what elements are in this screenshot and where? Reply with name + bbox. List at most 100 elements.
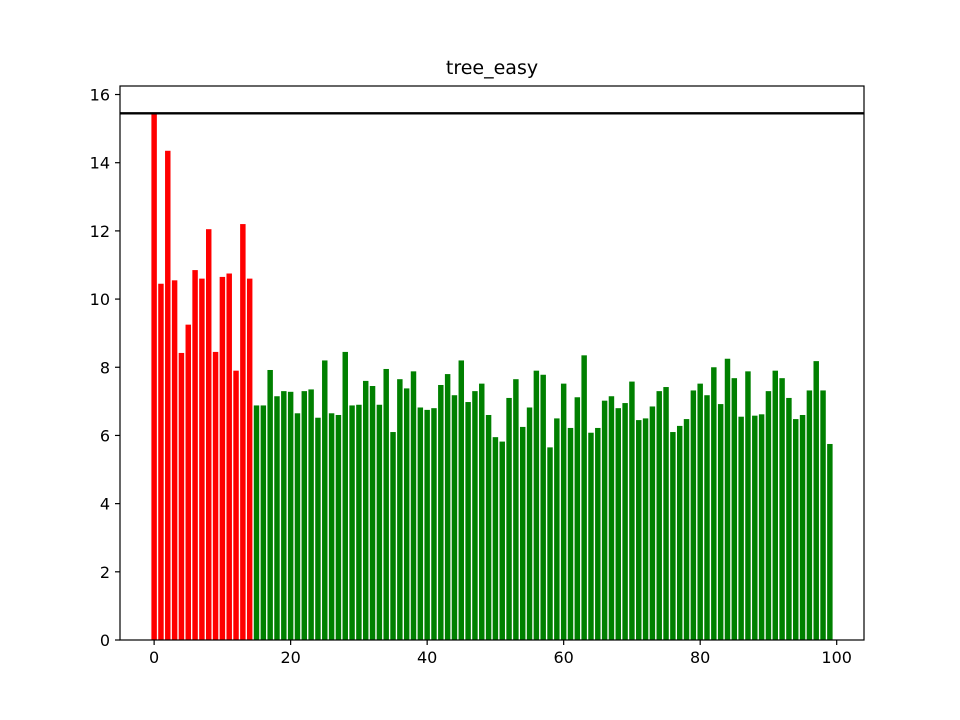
bar bbox=[758, 414, 765, 640]
bar bbox=[547, 447, 553, 640]
bar bbox=[690, 390, 697, 640]
bar bbox=[704, 395, 710, 640]
bar bbox=[670, 432, 676, 640]
bar bbox=[526, 407, 533, 640]
bar bbox=[581, 355, 587, 640]
bar bbox=[615, 408, 621, 640]
bar bbox=[601, 400, 608, 640]
bar bbox=[410, 371, 417, 640]
bar bbox=[820, 390, 826, 640]
bar bbox=[793, 419, 799, 640]
bar bbox=[465, 402, 471, 640]
bar bbox=[676, 425, 683, 640]
bar bbox=[492, 437, 499, 640]
bar bbox=[799, 414, 806, 640]
x-tick-label: 100 bbox=[821, 648, 852, 667]
bar bbox=[683, 419, 690, 640]
bar bbox=[519, 426, 526, 640]
bar bbox=[315, 417, 321, 640]
chart-title: tree_easy bbox=[446, 57, 538, 79]
bar bbox=[349, 405, 355, 640]
bar bbox=[738, 416, 744, 640]
bar bbox=[158, 283, 164, 640]
bar bbox=[560, 383, 567, 640]
bar bbox=[199, 278, 205, 640]
bar bbox=[745, 371, 751, 640]
y-axis-ticks: 0 2 4 6 8 10 12 14 16 bbox=[90, 86, 120, 650]
bar bbox=[369, 386, 376, 640]
bar bbox=[717, 404, 724, 640]
bar bbox=[588, 432, 594, 640]
bar bbox=[294, 413, 301, 640]
y-tick-label: 8 bbox=[100, 358, 110, 377]
y-tick-label: 6 bbox=[100, 426, 110, 445]
bar bbox=[813, 361, 819, 640]
bar bbox=[376, 404, 383, 640]
bar bbox=[253, 405, 260, 640]
bars-layer bbox=[151, 113, 833, 640]
bar bbox=[171, 280, 178, 640]
bar bbox=[622, 403, 628, 640]
bar bbox=[765, 391, 772, 640]
bar bbox=[322, 360, 328, 640]
bar bbox=[342, 351, 348, 640]
bar bbox=[287, 391, 294, 640]
y-tick-label: 4 bbox=[100, 495, 110, 514]
bar bbox=[417, 407, 424, 640]
bar bbox=[451, 395, 458, 640]
bar bbox=[267, 369, 273, 640]
x-tick-label: 80 bbox=[690, 648, 710, 667]
bar bbox=[151, 113, 157, 640]
bar bbox=[226, 273, 232, 640]
bar bbox=[540, 374, 546, 640]
y-tick-label: 10 bbox=[90, 290, 110, 309]
x-tick-label: 60 bbox=[553, 648, 573, 667]
bar bbox=[779, 378, 785, 640]
bar bbox=[308, 389, 314, 640]
bar bbox=[178, 352, 185, 640]
bar bbox=[772, 370, 778, 640]
bar bbox=[485, 414, 492, 640]
bar bbox=[629, 381, 635, 640]
bar bbox=[390, 432, 396, 640]
y-tick-label: 16 bbox=[90, 86, 110, 105]
bar bbox=[403, 388, 410, 640]
bar bbox=[574, 397, 581, 640]
bar bbox=[724, 358, 731, 640]
bar bbox=[649, 406, 656, 640]
y-tick-label: 2 bbox=[100, 563, 110, 582]
x-axis-ticks: 0 20 40 60 80 100 bbox=[149, 640, 852, 667]
bar bbox=[533, 370, 540, 640]
bar bbox=[506, 397, 512, 640]
bar bbox=[281, 391, 287, 640]
bar bbox=[240, 224, 246, 640]
bar bbox=[260, 405, 267, 640]
y-tick-label: 0 bbox=[100, 631, 110, 650]
y-tick-label: 14 bbox=[90, 154, 110, 173]
bar bbox=[663, 387, 669, 640]
bar bbox=[513, 379, 519, 640]
bar bbox=[328, 413, 335, 640]
bar bbox=[711, 367, 717, 640]
bar bbox=[356, 404, 362, 640]
bar bbox=[185, 324, 191, 640]
bar bbox=[752, 415, 758, 640]
bar bbox=[595, 427, 601, 640]
bar bbox=[219, 276, 226, 640]
bar bbox=[431, 408, 437, 640]
bar bbox=[608, 396, 615, 640]
bar bbox=[697, 383, 703, 640]
bar bbox=[438, 384, 444, 640]
bar bbox=[636, 420, 642, 640]
y-tick-label: 12 bbox=[90, 222, 110, 241]
bar bbox=[206, 229, 212, 640]
bar bbox=[444, 374, 451, 640]
bar bbox=[479, 383, 485, 640]
bar bbox=[567, 427, 574, 640]
bar bbox=[642, 418, 649, 640]
bar bbox=[362, 380, 369, 640]
bar bbox=[806, 390, 813, 640]
bar bbox=[192, 270, 198, 640]
bar bbox=[397, 379, 403, 640]
